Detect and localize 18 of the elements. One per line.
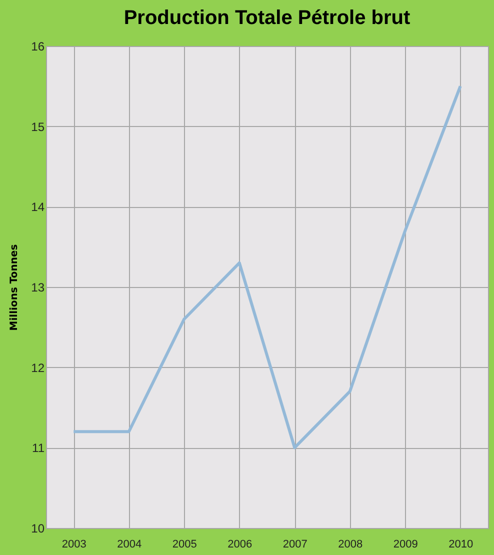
- y-tick-label: 16: [31, 40, 45, 54]
- x-tick-label: 2005: [172, 538, 197, 550]
- x-tick-label: 2007: [282, 538, 308, 550]
- x-tick-label: 2004: [117, 538, 142, 550]
- chart-title: Production Totale Pétrole brut: [124, 7, 410, 29]
- y-tick-label: 13: [31, 280, 45, 294]
- y-axis-title: Millions Tonnes: [9, 244, 20, 331]
- x-tick-label: 2009: [393, 538, 418, 550]
- y-tick-label: 15: [31, 120, 45, 134]
- line-series: [72, 84, 462, 450]
- x-tick-label: 2006: [228, 538, 252, 550]
- x-tick-label: 2010: [448, 538, 474, 550]
- x-tick-label: 2008: [338, 538, 363, 550]
- y-tick-label: 14: [31, 200, 45, 214]
- y-tick-label: 12: [31, 360, 45, 375]
- y-tick-label: 11: [32, 441, 45, 456]
- x-tick-label: 2003: [62, 538, 86, 550]
- y-tick-label: 10: [31, 522, 45, 536]
